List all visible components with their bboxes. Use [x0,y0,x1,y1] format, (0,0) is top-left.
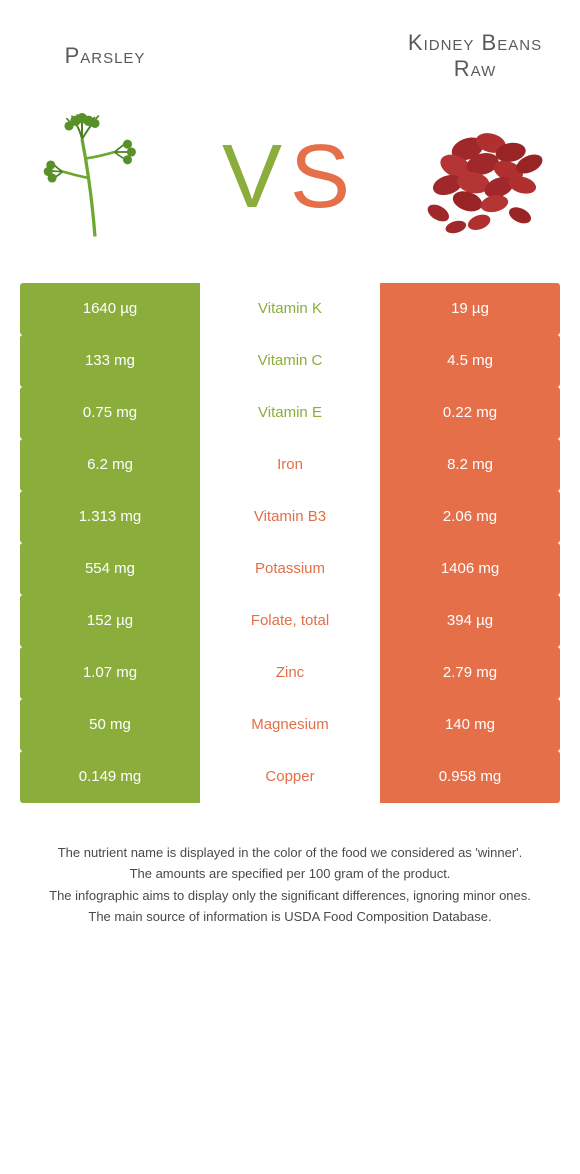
kidney-beans-icon [410,103,560,253]
food2-value: 8.2 mg [380,439,560,491]
food2-value: 394 µg [380,595,560,647]
footer-notes: The nutrient name is displayed in the co… [20,843,560,927]
food2-value: 19 µg [380,283,560,335]
nutrient-row: 554 mgPotassium1406 mg [20,543,560,595]
nutrient-row: 1.07 mgZinc2.79 mg [20,647,560,699]
nutrient-row: 0.75 mgVitamin E0.22 mg [20,387,560,439]
food2-title: Kidney Beans Raw [390,30,560,83]
nutrient-row: 1640 µgVitamin K19 µg [20,283,560,335]
footer-line: The amounts are specified per 100 gram o… [30,864,550,884]
nutrient-row: 1.313 mgVitamin B32.06 mg [20,491,560,543]
food1-value: 1.07 mg [20,647,200,699]
nutrient-row: 152 µgFolate, total394 µg [20,595,560,647]
footer-line: The nutrient name is displayed in the co… [30,843,550,863]
nutrient-row: 133 mgVitamin C4.5 mg [20,335,560,387]
nutrient-name: Iron [200,439,380,491]
nutrient-row: 6.2 mgIron8.2 mg [20,439,560,491]
nutrient-name: Folate, total [200,595,380,647]
food1-value: 6.2 mg [20,439,200,491]
food1-value: 133 mg [20,335,200,387]
nutrient-name: Zinc [200,647,380,699]
nutrient-name: Copper [200,751,380,803]
food2-value: 1406 mg [380,543,560,595]
food1-value: 50 mg [20,699,200,751]
vs-label: VS [222,126,358,229]
nutrient-row: 0.149 mgCopper0.958 mg [20,751,560,803]
food1-value: 152 µg [20,595,200,647]
food2-value: 2.06 mg [380,491,560,543]
footer-line: The main source of information is USDA F… [30,907,550,927]
nutrient-name: Potassium [200,543,380,595]
food1-value: 1.313 mg [20,491,200,543]
food2-value: 4.5 mg [380,335,560,387]
nutrient-name: Magnesium [200,699,380,751]
nutrient-name: Vitamin B3 [200,491,380,543]
food1-value: 0.75 mg [20,387,200,439]
food2-value: 0.958 mg [380,751,560,803]
food2-value: 140 mg [380,699,560,751]
nutrient-name: Vitamin E [200,387,380,439]
nutrient-row: 50 mgMagnesium140 mg [20,699,560,751]
food2-value: 2.79 mg [380,647,560,699]
food1-title: Parsley [20,43,190,69]
food1-value: 1640 µg [20,283,200,335]
nutrient-name: Vitamin C [200,335,380,387]
parsley-icon [20,103,170,253]
nutrient-name: Vitamin K [200,283,380,335]
food2-value: 0.22 mg [380,387,560,439]
footer-line: The infographic aims to display only the… [30,886,550,906]
nutrient-table: 1640 µgVitamin K19 µg133 mgVitamin C4.5 … [20,283,560,803]
food1-value: 554 mg [20,543,200,595]
food1-value: 0.149 mg [20,751,200,803]
